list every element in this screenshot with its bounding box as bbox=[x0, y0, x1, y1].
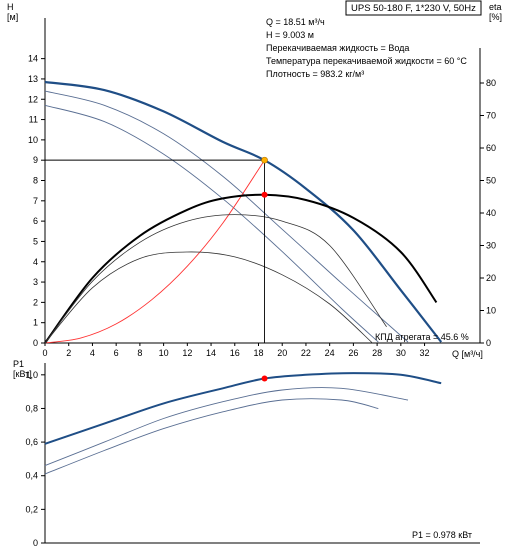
x-tick-label: 24 bbox=[325, 348, 335, 358]
y-right-tick-label: 0 bbox=[486, 338, 491, 348]
y-tick-label: 6 bbox=[33, 216, 38, 226]
y-axis-label-eta: eta [%] bbox=[489, 2, 502, 22]
y-right-tick-label: 10 bbox=[486, 306, 496, 316]
y-tick-label: 3 bbox=[33, 277, 38, 287]
y-right-tick-label: 30 bbox=[486, 241, 496, 251]
x-tick-label: 30 bbox=[396, 348, 406, 358]
x-tick-label: 12 bbox=[182, 348, 192, 358]
y-tick-label: 1 bbox=[33, 318, 38, 328]
duty-point-efficiency bbox=[261, 191, 268, 198]
x-tick-label: 2 bbox=[66, 348, 71, 358]
p1-y-tick-label: 0,8 bbox=[25, 403, 38, 413]
power-annotation: P1 = 0.978 кВт bbox=[412, 530, 472, 540]
x-tick-label: 18 bbox=[253, 348, 263, 358]
y-tick-label: 2 bbox=[33, 297, 38, 307]
info-line-flow: Q = 18.51 м³/ч bbox=[266, 17, 325, 27]
y-right-tick-label: 80 bbox=[486, 78, 496, 88]
y-tick-label: 10 bbox=[28, 135, 38, 145]
y-right-tick-label: 60 bbox=[486, 143, 496, 153]
power-plot: 0 0,2 0,4 0,6 0,8 1,0 bbox=[25, 363, 480, 548]
x-tick-label: 8 bbox=[137, 348, 142, 358]
y-right-tick-label: 50 bbox=[486, 176, 496, 186]
y-right-tick-label: 40 bbox=[486, 208, 496, 218]
x-tick-label: 22 bbox=[301, 348, 311, 358]
y-axis-label-p1: P1 [кВт] bbox=[13, 359, 32, 379]
p1-y-tick-label: 1,0 bbox=[25, 370, 38, 380]
info-line-density: Плотность = 983.2 кг/м³ bbox=[266, 69, 364, 79]
x-tick-label: 0 bbox=[42, 348, 47, 358]
title-box bbox=[345, 0, 482, 16]
head-speed-2-curve bbox=[44, 90, 409, 343]
y-tick-label: 12 bbox=[28, 94, 38, 104]
duty-point-power bbox=[261, 375, 268, 382]
efficiency-speed-3-curve bbox=[44, 193, 438, 344]
y-tick-label: 8 bbox=[33, 176, 38, 186]
y-tick-label: 7 bbox=[33, 196, 38, 206]
product-title: UPS 50-180 F, 1*230 V, 50Hz bbox=[351, 3, 476, 14]
x-tick-label: 20 bbox=[277, 348, 287, 358]
x-tick-label: 28 bbox=[372, 348, 382, 358]
x-tick-label: 6 bbox=[114, 348, 119, 358]
y-right-tick-label: 70 bbox=[486, 111, 496, 121]
y-tick-label: 14 bbox=[28, 54, 38, 64]
duty-point-head bbox=[261, 156, 268, 164]
x-tick-label: 10 bbox=[159, 348, 169, 358]
x-tick-label: 14 bbox=[206, 348, 216, 358]
x-tick-label: 26 bbox=[348, 348, 358, 358]
efficiency-annotation: КПД агрегата = 45.6 % bbox=[375, 332, 469, 342]
y-tick-label: 11 bbox=[29, 115, 38, 125]
efficiency-speed-2-curve bbox=[44, 214, 387, 344]
p1-y-tick-label: 0,4 bbox=[25, 471, 38, 481]
p1-y-tick-label: 0,6 bbox=[25, 437, 38, 447]
info-line-temperature: Температура перекачиваемой жидкости = 60… bbox=[266, 56, 467, 66]
p1-y-tick-label: 0 bbox=[33, 538, 38, 548]
y-axis-label-h: H [м] bbox=[7, 2, 18, 22]
x-tick-label: 16 bbox=[230, 348, 240, 358]
power-speed-3-curve bbox=[44, 372, 442, 445]
y-tick-label: 5 bbox=[33, 236, 38, 246]
power-speed-1-curve bbox=[44, 398, 379, 475]
y-tick-label: 4 bbox=[33, 257, 38, 267]
info-line-liquid: Перекачиваемая жидкость = Вода bbox=[266, 43, 409, 53]
power-speed-2-curve bbox=[44, 387, 409, 467]
p1-y-tick-label: 0,2 bbox=[25, 504, 38, 514]
y-tick-label: 0 bbox=[33, 338, 38, 348]
x-axis-label-q: Q [м³/ч] bbox=[452, 349, 483, 359]
y-tick-label: 13 bbox=[28, 74, 38, 84]
y-right-tick-label: 20 bbox=[486, 273, 496, 283]
x-tick-label: 32 bbox=[420, 348, 430, 358]
info-line-head: H = 9.003 м bbox=[266, 30, 314, 40]
y-tick-label: 9 bbox=[33, 155, 38, 165]
x-tick-label: 4 bbox=[90, 348, 95, 358]
head-speed-3-curve bbox=[44, 80, 443, 343]
head-speed-1-curve bbox=[44, 104, 379, 343]
efficiency-speed-1-curve bbox=[44, 251, 373, 344]
system-curve-curve bbox=[44, 159, 265, 344]
